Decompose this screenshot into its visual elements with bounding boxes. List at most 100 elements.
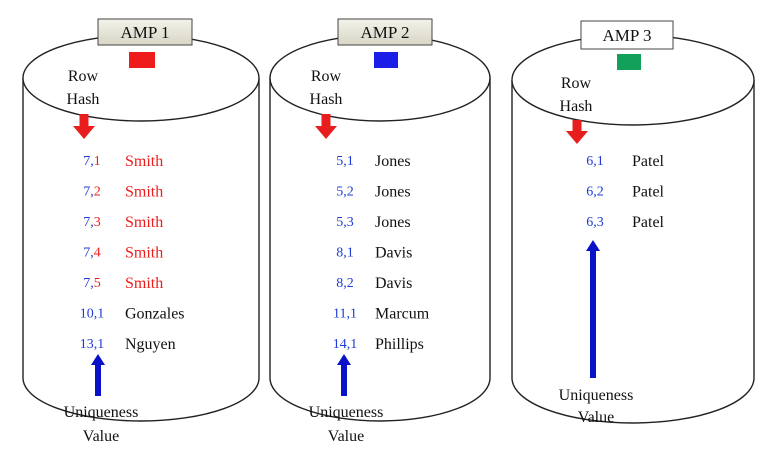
row-hash-value: 5 [336,154,343,169]
row-name: Smith [125,214,163,231]
row-key-separator: , [343,154,347,169]
row-name: Smith [125,245,163,262]
row-name: Jones [375,153,411,170]
amp-color-badge [617,54,641,70]
row-hash-value: 8 [336,276,343,291]
row-name: Phillips [375,336,424,353]
row-hash-value: 6 [586,185,593,200]
row-hash-value: 7 [83,185,90,200]
row-hash-arrow-head [73,126,95,139]
row-key: 5,1 [336,154,354,169]
row-key-separator: , [343,215,347,230]
uniqueness-arrow-head [586,240,600,251]
row-uniqueness-value: 1 [347,246,354,261]
uniqueness-label: Uniqueness [64,404,139,421]
uniqueness-arrow-head [337,354,351,365]
amp-label: AMP 2 [361,23,410,42]
row-key-separator: , [94,337,98,352]
row-hash-label: Hash [560,98,593,115]
uniqueness-arrow-shaft [95,364,101,396]
row-name: Smith [125,184,163,201]
row-hash-value: 13 [80,337,94,352]
row-key-separator: , [593,154,597,169]
row-name: Jones [375,214,411,231]
row-hash-value: 7 [83,246,90,261]
row-hash-value: 7 [83,154,90,169]
row-hash-label: Row [311,68,342,85]
row-key-separator: , [343,276,347,291]
row-key: 7,5 [83,276,101,291]
row-hash-value: 7 [83,276,90,291]
row-uniqueness-value: 1 [97,337,104,352]
row-name: Smith [125,275,163,292]
row-hash-value: 14 [333,337,347,352]
row-key-separator: , [90,154,94,169]
row-hash-arrow-shaft [572,120,582,132]
row-hash-label: Hash [67,91,100,108]
amp-label-box [580,20,674,50]
row-key: 6,2 [586,185,604,200]
row-hash-value: 6 [586,154,593,169]
row-hash-label: Row [561,75,592,92]
row-hash-arrow-shaft [79,114,89,127]
row-key-separator: , [90,185,94,200]
row-name: Patel [632,184,665,201]
row-uniqueness-value: 1 [94,154,101,169]
row-key: 7,2 [83,185,101,200]
row-hash-value: 6 [586,215,593,230]
row-key: 10,1 [80,307,105,322]
amp-color-badge [129,52,155,68]
cylinder-top [269,34,491,122]
amp-label: AMP 1 [121,23,170,42]
uniqueness-arrow-shaft [590,250,596,378]
row-key-separator: , [346,307,350,322]
cylinder-body [511,80,755,424]
row-uniqueness-value: 1 [350,337,357,352]
cylinder-top [22,34,260,122]
row-key: 8,1 [336,246,354,261]
uniqueness-arrow [586,240,600,378]
row-uniqueness-value: 1 [347,154,354,169]
row-name: Smith [125,153,163,170]
uniqueness-label: Value [83,428,119,445]
row-name: Gonzales [125,306,185,323]
row-key-separator: , [593,185,597,200]
row-name: Davis [375,245,412,262]
row-name: Davis [375,275,412,292]
row-uniqueness-value: 1 [597,154,604,169]
uniqueness-arrow [91,354,105,396]
row-hash-value: 8 [336,246,343,261]
row-hash-value: 5 [336,215,343,230]
amp-color-badge [374,52,398,68]
row-hash-value: 7 [83,215,90,230]
row-name: Nguyen [125,336,176,353]
uniqueness-arrow-shaft [341,364,347,396]
row-hash-value: 5 [336,185,343,200]
row-uniqueness-value: 5 [94,276,101,291]
row-uniqueness-value: 2 [597,185,604,200]
row-hash-arrow [566,120,588,144]
row-hash-label: Hash [310,91,343,108]
row-uniqueness-value: 3 [347,215,354,230]
row-uniqueness-value: 2 [347,276,354,291]
amp-label-box [337,18,433,46]
row-key-separator: , [94,307,98,322]
row-name: Patel [632,153,665,170]
row-hash-value: 11 [333,307,346,322]
uniqueness-arrow-head [91,354,105,365]
amp-label-box [97,18,193,46]
row-uniqueness-value: 3 [597,215,604,230]
row-hash-arrow [73,114,95,139]
row-uniqueness-value: 2 [347,185,354,200]
row-key-separator: , [343,246,347,261]
cylinder-body [22,78,260,422]
uniqueness-label: Value [328,428,364,445]
row-name: Marcum [375,306,430,323]
row-key: 5,3 [336,215,354,230]
uniqueness-label: Uniqueness [309,404,384,421]
row-key-separator: , [90,246,94,261]
